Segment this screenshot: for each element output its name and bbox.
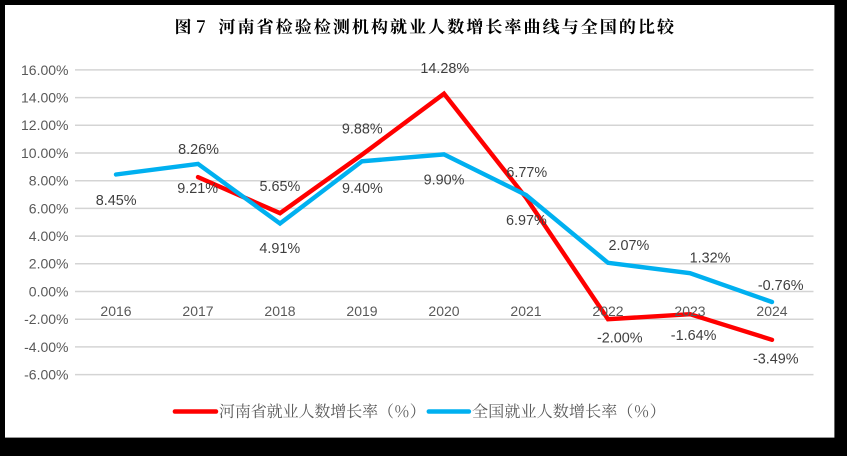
svg-text:2016: 2016	[100, 303, 131, 319]
svg-text:2.07%: 2.07%	[608, 238, 649, 254]
svg-text:16.00%: 16.00%	[21, 62, 68, 78]
svg-text:8.00%: 8.00%	[29, 173, 69, 189]
svg-text:-1.64%: -1.64%	[671, 328, 717, 344]
svg-text:2.00%: 2.00%	[29, 256, 69, 272]
svg-text:2019: 2019	[346, 303, 377, 319]
svg-text:-4.00%: -4.00%	[24, 339, 68, 355]
svg-text:2022: 2022	[592, 303, 623, 319]
svg-text:-0.76%: -0.76%	[758, 278, 804, 294]
svg-text:2023: 2023	[674, 303, 705, 319]
svg-text:1.32%: 1.32%	[690, 250, 731, 266]
svg-text:2020: 2020	[428, 303, 459, 319]
svg-text:-2.00%: -2.00%	[24, 311, 68, 327]
svg-text:9.40%: 9.40%	[342, 181, 383, 197]
svg-text:-3.49%: -3.49%	[753, 351, 799, 367]
svg-text:2017: 2017	[182, 303, 213, 319]
svg-text:0.00%: 0.00%	[29, 283, 69, 299]
svg-text:4.00%: 4.00%	[29, 228, 69, 244]
svg-text:12.00%: 12.00%	[21, 117, 68, 133]
svg-text:2021: 2021	[510, 303, 541, 319]
svg-text:2024: 2024	[756, 303, 787, 319]
svg-text:9.21%: 9.21%	[177, 181, 218, 197]
svg-text:8.45%: 8.45%	[96, 193, 137, 209]
svg-text:9.88%: 9.88%	[342, 122, 383, 138]
svg-text:6.97%: 6.97%	[506, 213, 547, 229]
svg-text:9.90%: 9.90%	[424, 173, 465, 189]
svg-text:-6.00%: -6.00%	[24, 367, 68, 383]
svg-text:6.77%: 6.77%	[506, 165, 547, 181]
svg-text:-2.00%: -2.00%	[597, 330, 643, 346]
svg-text:10.00%: 10.00%	[21, 145, 68, 161]
svg-text:5.65%: 5.65%	[259, 179, 300, 195]
svg-text:14.00%: 14.00%	[21, 90, 68, 106]
svg-text:4.91%: 4.91%	[259, 241, 300, 257]
svg-text:14.28%: 14.28%	[420, 61, 469, 77]
svg-text:8.26%: 8.26%	[178, 142, 219, 158]
svg-text:2018: 2018	[264, 303, 295, 319]
svg-text:6.00%: 6.00%	[29, 200, 69, 216]
